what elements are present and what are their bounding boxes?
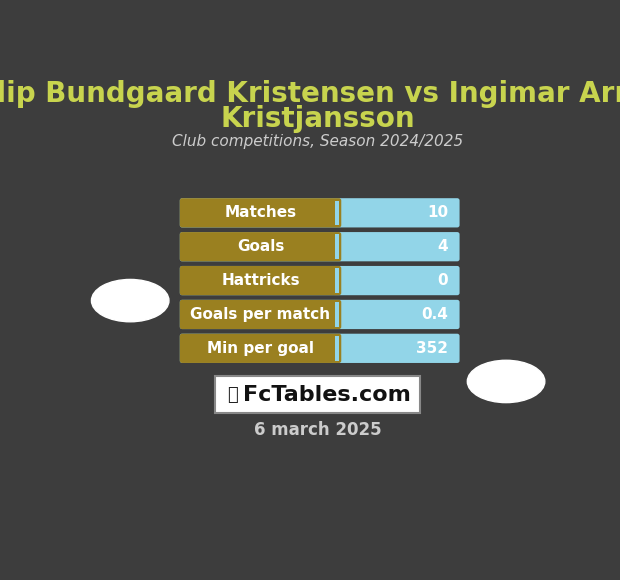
FancyBboxPatch shape (180, 198, 459, 227)
FancyBboxPatch shape (180, 266, 341, 295)
Text: Club competitions, Season 2024/2025: Club competitions, Season 2024/2025 (172, 134, 463, 148)
FancyBboxPatch shape (180, 334, 341, 363)
Text: Goals per match: Goals per match (190, 307, 330, 322)
Text: 4: 4 (437, 239, 448, 254)
Ellipse shape (467, 360, 545, 403)
FancyBboxPatch shape (180, 334, 459, 363)
FancyBboxPatch shape (180, 300, 341, 329)
Ellipse shape (92, 280, 169, 322)
Text: Hattricks: Hattricks (221, 273, 300, 288)
Text: Goals: Goals (237, 239, 284, 254)
Bar (335, 269, 339, 293)
Bar (335, 234, 339, 259)
Text: 352: 352 (416, 341, 448, 356)
Bar (335, 336, 339, 361)
Text: Filip Bundgaard Kristensen vs Ingimar Arnar: Filip Bundgaard Kristensen vs Ingimar Ar… (0, 80, 620, 108)
Text: 📈: 📈 (227, 386, 238, 404)
Bar (335, 201, 339, 225)
FancyBboxPatch shape (180, 232, 341, 262)
FancyBboxPatch shape (180, 232, 459, 262)
FancyBboxPatch shape (216, 376, 420, 413)
FancyBboxPatch shape (180, 198, 341, 227)
Text: 0: 0 (437, 273, 448, 288)
Text: 6 march 2025: 6 march 2025 (254, 421, 381, 439)
Text: Min per goal: Min per goal (207, 341, 314, 356)
Text: Kristjansson: Kristjansson (221, 105, 415, 133)
FancyBboxPatch shape (180, 300, 459, 329)
Text: FcTables.com: FcTables.com (243, 385, 411, 404)
Text: 0.4: 0.4 (421, 307, 448, 322)
Bar (335, 302, 339, 327)
Text: Matches: Matches (224, 205, 296, 220)
FancyBboxPatch shape (180, 266, 459, 295)
Text: 10: 10 (427, 205, 448, 220)
